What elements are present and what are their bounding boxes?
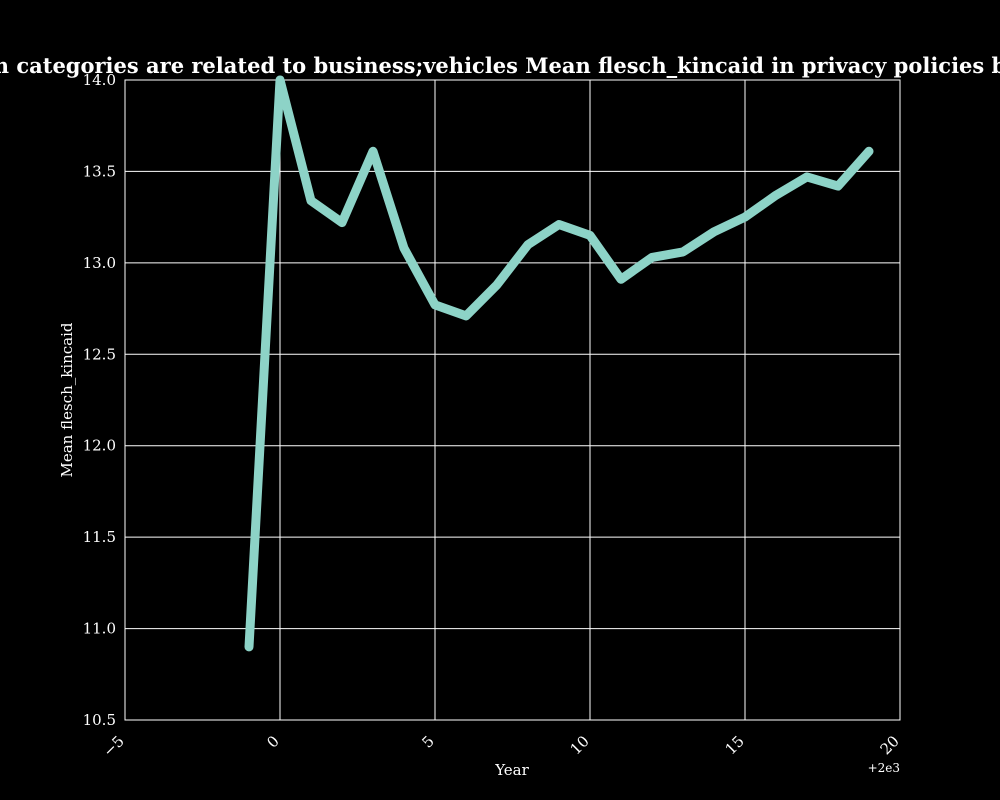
y-tick-label: 10.5	[83, 711, 116, 729]
y-tick-label: 12.5	[83, 345, 116, 363]
y-tick-label: 12.0	[83, 437, 116, 455]
series-layer	[244, 75, 874, 652]
x-axis-label: Year	[494, 761, 529, 779]
y-tick-labels: 10.5 11.0 11.5 12.0 12.5 13.0 13.5 14.0	[83, 71, 116, 729]
data-point	[310, 200, 312, 202]
data-point	[527, 244, 529, 246]
chart-title: when categories are related to business;…	[0, 53, 1000, 78]
y-axis-label: Mean flesch_kincaid	[58, 322, 76, 477]
data-point	[248, 646, 250, 648]
data-point	[620, 278, 622, 280]
data-point	[775, 194, 777, 196]
data-point	[713, 231, 715, 233]
x-axis-offset-label: +2e3	[868, 761, 900, 775]
data-point	[403, 247, 405, 249]
data-point	[372, 150, 374, 152]
y-tick-label: 13.0	[83, 254, 116, 272]
data-point	[465, 315, 467, 317]
data-point	[279, 79, 281, 81]
data-point	[558, 223, 560, 225]
data-point	[341, 222, 343, 224]
data-point	[806, 176, 808, 178]
y-tick-label: 14.0	[83, 71, 116, 89]
data-point	[434, 304, 436, 306]
data-point	[868, 150, 870, 152]
data-point	[496, 284, 498, 286]
data-point	[651, 256, 653, 258]
data-point	[589, 234, 591, 236]
y-tick-label: 11.5	[83, 528, 116, 546]
plot-frame	[124, 79, 901, 721]
data-point	[837, 185, 839, 187]
series-line	[244, 75, 874, 652]
data-point	[682, 251, 684, 253]
data-point	[744, 216, 746, 218]
y-tick-label: 11.0	[83, 620, 116, 638]
y-tick-label: 13.5	[83, 162, 116, 180]
